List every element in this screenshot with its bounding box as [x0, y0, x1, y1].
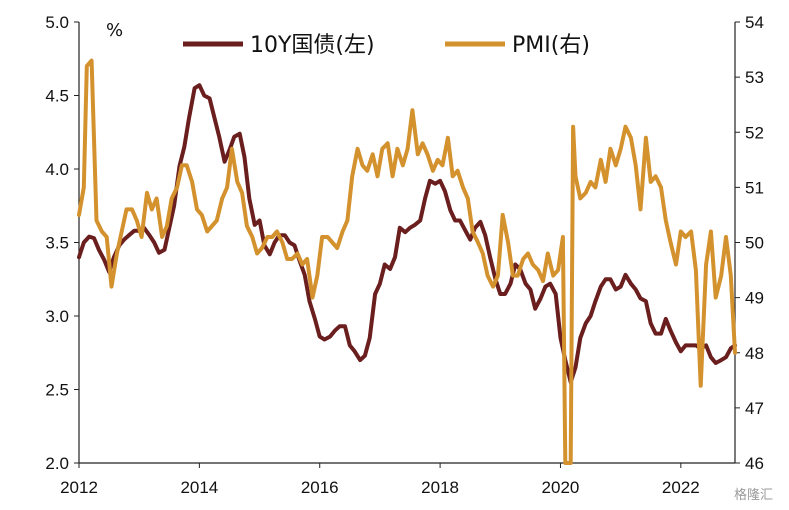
y-right-tick-label: 54 — [745, 13, 764, 32]
series-lines — [77, 58, 737, 465]
y-right-tick-label: 47 — [745, 399, 764, 418]
y-left-tick-label: 3.0 — [45, 307, 69, 326]
y-right-tick-label: 48 — [745, 344, 764, 363]
x-tick-label: 2020 — [542, 478, 580, 497]
y-left-tick-label: 3.5 — [45, 234, 69, 253]
legend-label-10y: 10Y国债(左) — [250, 33, 375, 58]
legend-label-pmi: PMI(右) — [512, 33, 590, 58]
y-left-tick-label: 4.0 — [45, 160, 69, 179]
y-left-tick-label: 5.0 — [45, 13, 69, 32]
y-left-tick-label: 2.0 — [45, 454, 69, 473]
y-right-tick-label: 53 — [745, 68, 764, 87]
series-line-10y — [77, 83, 737, 385]
series-line-pmi — [77, 58, 737, 465]
left-unit-label: % — [106, 20, 123, 41]
y-right-tick-label: 52 — [745, 123, 764, 142]
y-right-tick-label: 51 — [745, 178, 764, 197]
watermark: 格隆汇 — [734, 487, 773, 503]
axes — [74, 21, 740, 468]
x-tick-label: 2012 — [60, 478, 98, 497]
legend: 10Y国债(左) PMI(右) — [183, 33, 590, 58]
tick-labels: 2.0 2.5 3.0 3.5 4.0 4.5 5.0 46 47 48 49 50 51 52 53 54 2… — [45, 13, 764, 497]
x-tick-label: 2016 — [301, 478, 339, 497]
x-tick-label: 2014 — [180, 478, 218, 497]
y-right-tick-label: 46 — [745, 454, 764, 473]
y-left-tick-label: 2.5 — [45, 381, 69, 400]
y-right-tick-label: 50 — [745, 234, 764, 253]
x-tick-label: 2018 — [421, 478, 459, 497]
y-right-tick-label: 49 — [745, 289, 764, 308]
x-tick-label: 2022 — [662, 478, 700, 497]
y-left-tick-label: 4.5 — [45, 87, 69, 106]
